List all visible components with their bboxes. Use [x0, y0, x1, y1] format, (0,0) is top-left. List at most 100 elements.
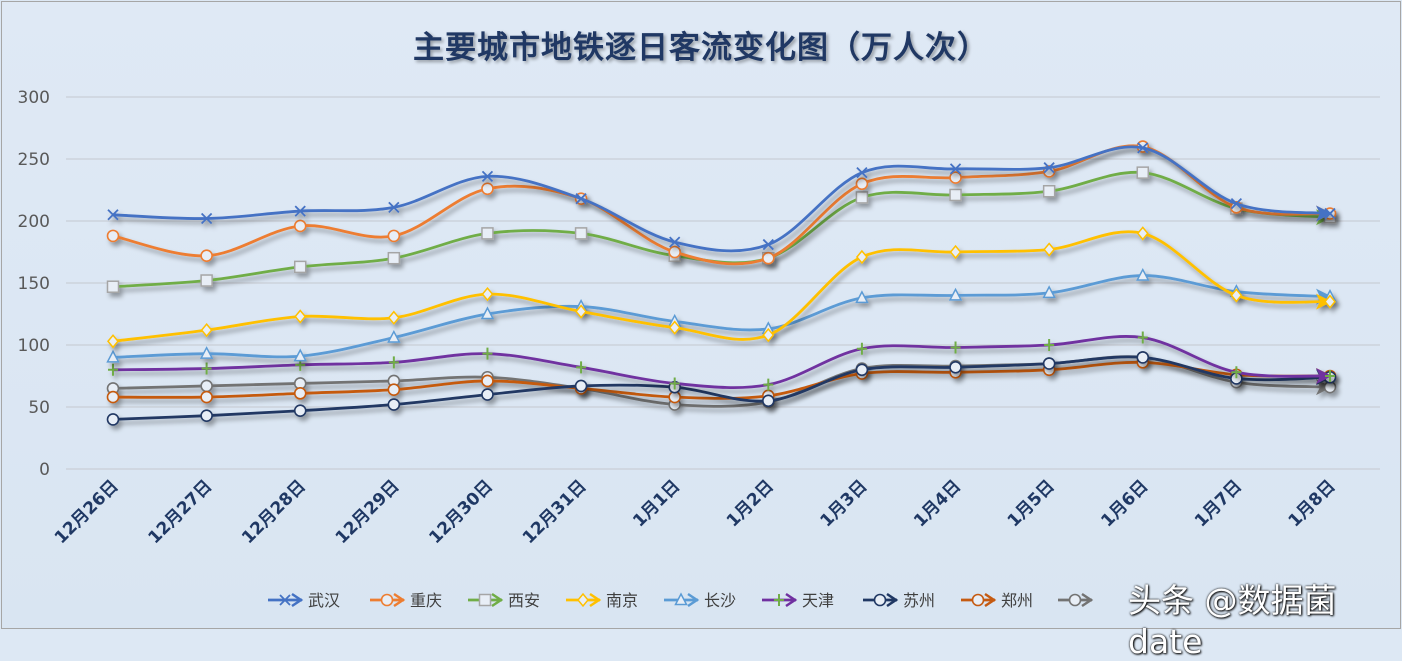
- legend-arrow-icon: [1081, 592, 1094, 608]
- x-mark: [856, 167, 868, 179]
- circle-marker: [387, 398, 401, 411]
- circle-marker: [971, 593, 985, 607]
- diamond-marker: [668, 320, 681, 335]
- plus-marker: [1044, 339, 1055, 351]
- x-marker: [669, 236, 681, 248]
- triangle-marker: [674, 592, 688, 606]
- x-mark: [1324, 207, 1336, 220]
- legend-arrow-icon: [687, 592, 700, 608]
- plus-marker: [950, 341, 961, 354]
- circle-marker: [293, 387, 307, 400]
- square-marker: [1136, 166, 1150, 179]
- square-marker: [478, 593, 492, 607]
- legend-label: 天津: [802, 591, 834, 610]
- x-tick-label: 1月7日: [1191, 476, 1246, 531]
- diamond-marker: [575, 304, 588, 319]
- chart-frame: [1, 1, 1401, 629]
- legend-item: 武汉: [268, 591, 340, 610]
- square-marker: [387, 251, 401, 265]
- legend-item: 南京: [566, 591, 638, 610]
- diamond-marker: [1324, 294, 1336, 309]
- x-marker: [200, 212, 213, 225]
- y-tick-label: 300: [18, 88, 50, 108]
- square-marker: [855, 191, 869, 204]
- y-tick-label: 250: [18, 150, 50, 170]
- plus-marker: [856, 342, 867, 355]
- y-tick-label: 0: [39, 460, 50, 480]
- diamond-marker: [855, 249, 868, 265]
- legend-item: 重庆: [370, 591, 442, 610]
- x-mark: [294, 205, 306, 217]
- diamond-marker: [294, 309, 307, 324]
- line-end-arrow: [1316, 368, 1332, 384]
- circle-marker: [293, 404, 307, 418]
- x-marker: [481, 170, 494, 182]
- legend-arrow-icon: [291, 592, 304, 608]
- x-tick-label: 12月31日: [519, 476, 591, 548]
- square-marker: [200, 274, 213, 287]
- plus-marker: [108, 363, 118, 376]
- circle-marker: [387, 383, 401, 396]
- diamond-marker: [481, 286, 494, 302]
- legend-label: 苏州: [903, 591, 935, 610]
- x-mark: [200, 212, 213, 225]
- x-marker: [856, 167, 868, 179]
- plus-marker: [763, 378, 774, 391]
- x-marker: [1137, 142, 1149, 154]
- y-tick-label: 150: [18, 274, 50, 294]
- circle-marker: [481, 182, 494, 196]
- series-line: [112, 274, 1331, 359]
- circle-marker: [200, 249, 213, 263]
- legend-label: 武汉: [308, 591, 340, 610]
- x-tick-label: 1月5日: [1004, 476, 1059, 531]
- legend-label: 郑州: [1001, 591, 1033, 610]
- triangle-marker: [293, 348, 307, 362]
- triangle-marker: [480, 306, 495, 320]
- circle-marker: [106, 229, 120, 243]
- triangle-marker: [106, 349, 120, 363]
- plus-marker: [1137, 331, 1148, 344]
- triangle-marker: [948, 287, 963, 301]
- circle-marker: [949, 171, 962, 184]
- y-tick-label: 200: [18, 212, 50, 232]
- plus-marker: [774, 594, 784, 606]
- legend-item: 西安: [468, 591, 540, 610]
- legend-arrow-icon: [393, 592, 406, 608]
- legend-item: 郑州: [961, 591, 1033, 610]
- circle-marker: [1136, 351, 1150, 364]
- y-tick-label: 50: [28, 398, 50, 418]
- y-tick-label: 100: [18, 336, 50, 356]
- x-mark: [279, 594, 291, 606]
- x-tick-label: 12月26日: [51, 476, 123, 548]
- x-marker: [279, 594, 291, 606]
- x-marker: [1324, 207, 1336, 220]
- triangle-marker: [855, 290, 869, 304]
- circle-marker: [855, 363, 869, 377]
- legend-item: 天津: [762, 591, 834, 610]
- circle-marker: [668, 245, 681, 259]
- x-mark: [575, 193, 587, 205]
- x-marker: [294, 205, 306, 217]
- square-marker: [949, 188, 962, 202]
- circle-marker: [1068, 593, 1082, 607]
- diamond-marker: [577, 592, 589, 608]
- x-tick-label: 1月3日: [817, 476, 872, 531]
- diamond-marker: [1043, 242, 1056, 257]
- diamond-marker: [1136, 226, 1149, 241]
- legend-arrow-icon: [491, 592, 504, 608]
- circle-marker: [481, 388, 494, 401]
- x-marker: [1230, 198, 1243, 210]
- x-marker: [762, 238, 774, 251]
- circle-marker: [106, 390, 120, 404]
- x-mark: [1230, 198, 1243, 210]
- line-end-arrow: [1316, 293, 1332, 310]
- plus-marker: [669, 377, 680, 390]
- chart-title: 主要城市地铁逐日客流变化图（万人次）: [413, 30, 989, 66]
- circle-marker: [200, 409, 213, 422]
- x-marker: [949, 163, 962, 175]
- legend-label: 重庆: [410, 591, 442, 610]
- square-marker: [106, 280, 120, 293]
- circle-marker: [387, 229, 401, 243]
- x-mark: [762, 238, 774, 251]
- series-line: [112, 355, 1331, 421]
